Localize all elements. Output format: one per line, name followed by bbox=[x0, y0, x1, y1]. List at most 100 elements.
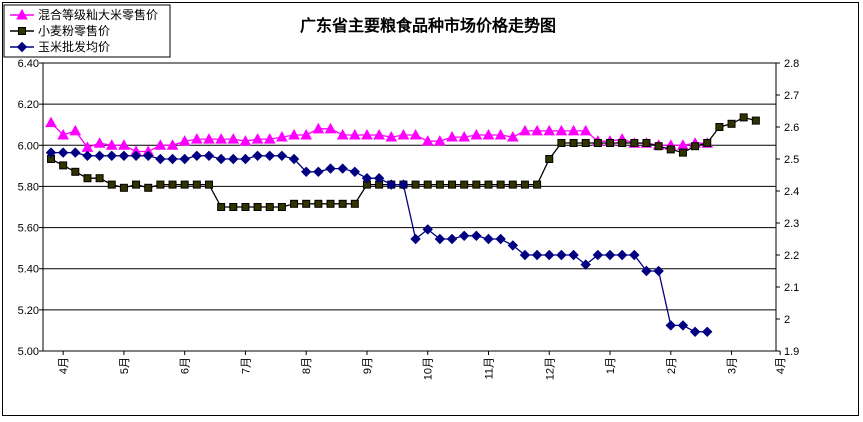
data-point bbox=[132, 180, 141, 189]
data-point bbox=[178, 135, 191, 146]
data-point bbox=[166, 139, 179, 150]
data-point bbox=[203, 150, 215, 162]
left-tick-label: 5.00 bbox=[18, 346, 39, 358]
data-point bbox=[240, 153, 251, 165]
data-point bbox=[290, 199, 299, 208]
x-tick-label: 6月 bbox=[180, 357, 192, 374]
legend-box bbox=[3, 4, 171, 58]
data-point bbox=[57, 147, 69, 158]
data-point bbox=[119, 183, 128, 192]
data-point bbox=[168, 180, 177, 189]
data-point bbox=[59, 161, 68, 170]
data-point bbox=[520, 180, 529, 189]
data-point bbox=[677, 320, 689, 331]
data-point bbox=[94, 150, 105, 162]
data-point bbox=[398, 179, 409, 190]
data-point bbox=[277, 203, 286, 211]
data-point bbox=[45, 116, 57, 128]
data-point bbox=[544, 249, 555, 261]
legend-entry: 混合等级籼大米零售价 bbox=[10, 7, 158, 22]
x-tick-label: 3月 bbox=[727, 357, 739, 374]
data-point bbox=[567, 124, 580, 136]
legend-label: 小麦粉零售价 bbox=[38, 23, 110, 38]
data-point bbox=[410, 233, 421, 245]
data-point bbox=[642, 139, 651, 147]
data-point bbox=[580, 259, 591, 270]
data-point bbox=[314, 199, 323, 208]
data-point bbox=[494, 128, 507, 140]
left-tick-label: 5.20 bbox=[18, 305, 39, 317]
data-point bbox=[739, 113, 748, 122]
data-point bbox=[191, 150, 203, 162]
data-point bbox=[386, 179, 397, 190]
data-point bbox=[448, 180, 457, 189]
legend-marker bbox=[16, 8, 28, 20]
left-tick-label: 6.20 bbox=[18, 99, 39, 111]
data-point bbox=[326, 199, 335, 208]
right-tick-label: 2.3 bbox=[784, 218, 799, 230]
series-layer bbox=[45, 113, 760, 338]
data-point bbox=[519, 124, 531, 136]
data-point bbox=[263, 133, 276, 144]
data-point bbox=[435, 180, 444, 189]
data-point bbox=[495, 233, 506, 245]
data-point bbox=[217, 203, 226, 211]
data-point bbox=[349, 166, 361, 178]
data-point bbox=[604, 249, 616, 261]
data-point bbox=[45, 147, 57, 158]
data-point bbox=[555, 124, 568, 136]
data-point bbox=[229, 203, 238, 211]
x-tick-label: 4月 bbox=[775, 357, 787, 374]
data-point bbox=[593, 139, 602, 147]
data-point bbox=[446, 131, 458, 142]
data-point bbox=[252, 150, 263, 162]
data-point bbox=[569, 139, 578, 147]
data-point bbox=[241, 203, 250, 211]
left-tick-label: 6.40 bbox=[18, 58, 39, 70]
data-point bbox=[496, 180, 505, 189]
data-point bbox=[312, 122, 325, 134]
data-point bbox=[397, 128, 410, 140]
legend-label: 玉米批发均价 bbox=[38, 39, 110, 54]
data-point bbox=[70, 147, 81, 158]
data-point bbox=[144, 183, 153, 192]
data-point bbox=[470, 128, 483, 140]
legend-entry: 小麦粉零售价 bbox=[10, 23, 110, 38]
data-point bbox=[313, 166, 324, 178]
data-point bbox=[190, 133, 203, 144]
data-point bbox=[95, 174, 104, 183]
data-point bbox=[118, 139, 130, 150]
data-point bbox=[302, 199, 311, 208]
data-point bbox=[665, 320, 676, 331]
axes: 5.00 5.20 5.40 5.60 5.80 6.00 6.20 6.40 1.9 2 2.1 2… bbox=[18, 58, 800, 380]
data-point bbox=[118, 150, 130, 162]
data-point bbox=[71, 167, 80, 176]
data-point bbox=[458, 230, 470, 242]
data-point bbox=[543, 124, 556, 136]
data-point bbox=[727, 119, 736, 128]
legend-label: 混合等级籼大米零售价 bbox=[38, 7, 158, 22]
data-point bbox=[411, 180, 420, 189]
data-point bbox=[507, 240, 519, 251]
data-point bbox=[155, 153, 166, 165]
series-3 bbox=[45, 147, 713, 338]
data-point bbox=[300, 166, 312, 178]
right-tick-label: 2.1 bbox=[784, 282, 799, 294]
data-point bbox=[629, 249, 640, 261]
data-point bbox=[105, 139, 118, 150]
data-point bbox=[460, 180, 469, 189]
data-point bbox=[519, 249, 531, 261]
plot-area bbox=[42, 62, 777, 352]
right-tick-label: 2.8 bbox=[784, 58, 799, 70]
data-point bbox=[143, 150, 154, 162]
data-point bbox=[106, 150, 117, 162]
data-point bbox=[180, 180, 189, 189]
data-point bbox=[630, 139, 639, 147]
data-point bbox=[653, 265, 664, 277]
data-point bbox=[751, 116, 760, 125]
data-point bbox=[458, 131, 471, 142]
data-point bbox=[581, 139, 590, 147]
data-point bbox=[434, 233, 446, 245]
data-point bbox=[482, 128, 495, 140]
